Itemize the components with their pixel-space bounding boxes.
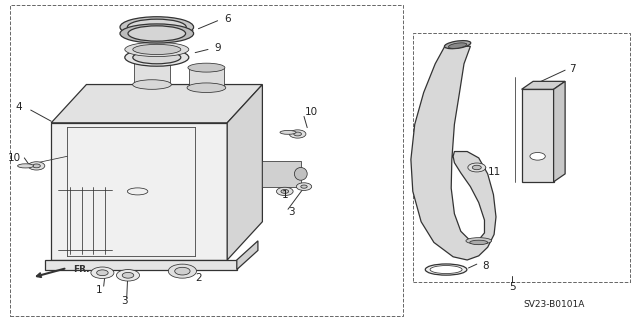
Ellipse shape <box>133 51 181 64</box>
Text: 1: 1 <box>282 189 288 200</box>
Text: 8: 8 <box>482 261 488 271</box>
Circle shape <box>472 165 481 170</box>
Text: 3: 3 <box>288 207 294 217</box>
Text: 6: 6 <box>224 14 230 24</box>
Polygon shape <box>411 46 496 260</box>
Ellipse shape <box>127 188 148 195</box>
Ellipse shape <box>294 167 307 180</box>
Circle shape <box>33 164 40 168</box>
Ellipse shape <box>425 264 467 275</box>
Ellipse shape <box>470 240 488 245</box>
Ellipse shape <box>128 26 186 41</box>
Ellipse shape <box>125 49 189 66</box>
Polygon shape <box>134 56 170 85</box>
Ellipse shape <box>133 44 181 55</box>
Bar <box>413 33 630 282</box>
Circle shape <box>97 270 108 276</box>
Ellipse shape <box>449 43 467 48</box>
Text: 10: 10 <box>305 107 318 117</box>
Text: 11: 11 <box>488 167 501 177</box>
Text: 3: 3 <box>122 296 128 307</box>
Circle shape <box>530 152 545 160</box>
Circle shape <box>468 163 486 172</box>
Ellipse shape <box>18 164 34 168</box>
Ellipse shape <box>140 53 164 59</box>
Bar <box>10 5 403 316</box>
Polygon shape <box>51 85 262 123</box>
Polygon shape <box>189 68 224 88</box>
Circle shape <box>175 267 190 275</box>
Ellipse shape <box>127 19 186 35</box>
Text: SV23-B0101A: SV23-B0101A <box>523 300 584 309</box>
Ellipse shape <box>188 63 225 72</box>
Ellipse shape <box>120 24 194 43</box>
Circle shape <box>168 264 196 278</box>
Circle shape <box>122 272 134 278</box>
Ellipse shape <box>125 42 189 57</box>
Ellipse shape <box>132 80 172 89</box>
Circle shape <box>28 162 45 170</box>
Ellipse shape <box>120 17 194 38</box>
Text: 1: 1 <box>96 285 102 295</box>
Ellipse shape <box>466 238 492 244</box>
Circle shape <box>301 185 307 188</box>
Text: 9: 9 <box>214 43 221 53</box>
Circle shape <box>289 130 306 138</box>
Circle shape <box>276 187 293 196</box>
Polygon shape <box>51 123 227 260</box>
Text: FR.: FR. <box>74 265 90 274</box>
Ellipse shape <box>280 130 296 134</box>
Polygon shape <box>237 241 258 270</box>
Ellipse shape <box>187 83 226 93</box>
Text: 7: 7 <box>570 63 576 74</box>
Text: 5: 5 <box>509 282 515 292</box>
Polygon shape <box>45 260 237 270</box>
Polygon shape <box>522 81 565 89</box>
Polygon shape <box>522 89 554 182</box>
Circle shape <box>281 189 289 193</box>
Polygon shape <box>262 161 301 187</box>
Text: 2: 2 <box>195 272 202 283</box>
Ellipse shape <box>132 51 172 61</box>
Polygon shape <box>227 85 262 260</box>
Polygon shape <box>554 81 565 182</box>
Text: 4: 4 <box>16 102 22 112</box>
Circle shape <box>294 132 301 136</box>
Ellipse shape <box>430 265 462 273</box>
Circle shape <box>91 267 114 278</box>
Ellipse shape <box>444 41 471 49</box>
Circle shape <box>116 270 140 281</box>
Text: 10: 10 <box>8 153 20 163</box>
Circle shape <box>296 183 312 190</box>
